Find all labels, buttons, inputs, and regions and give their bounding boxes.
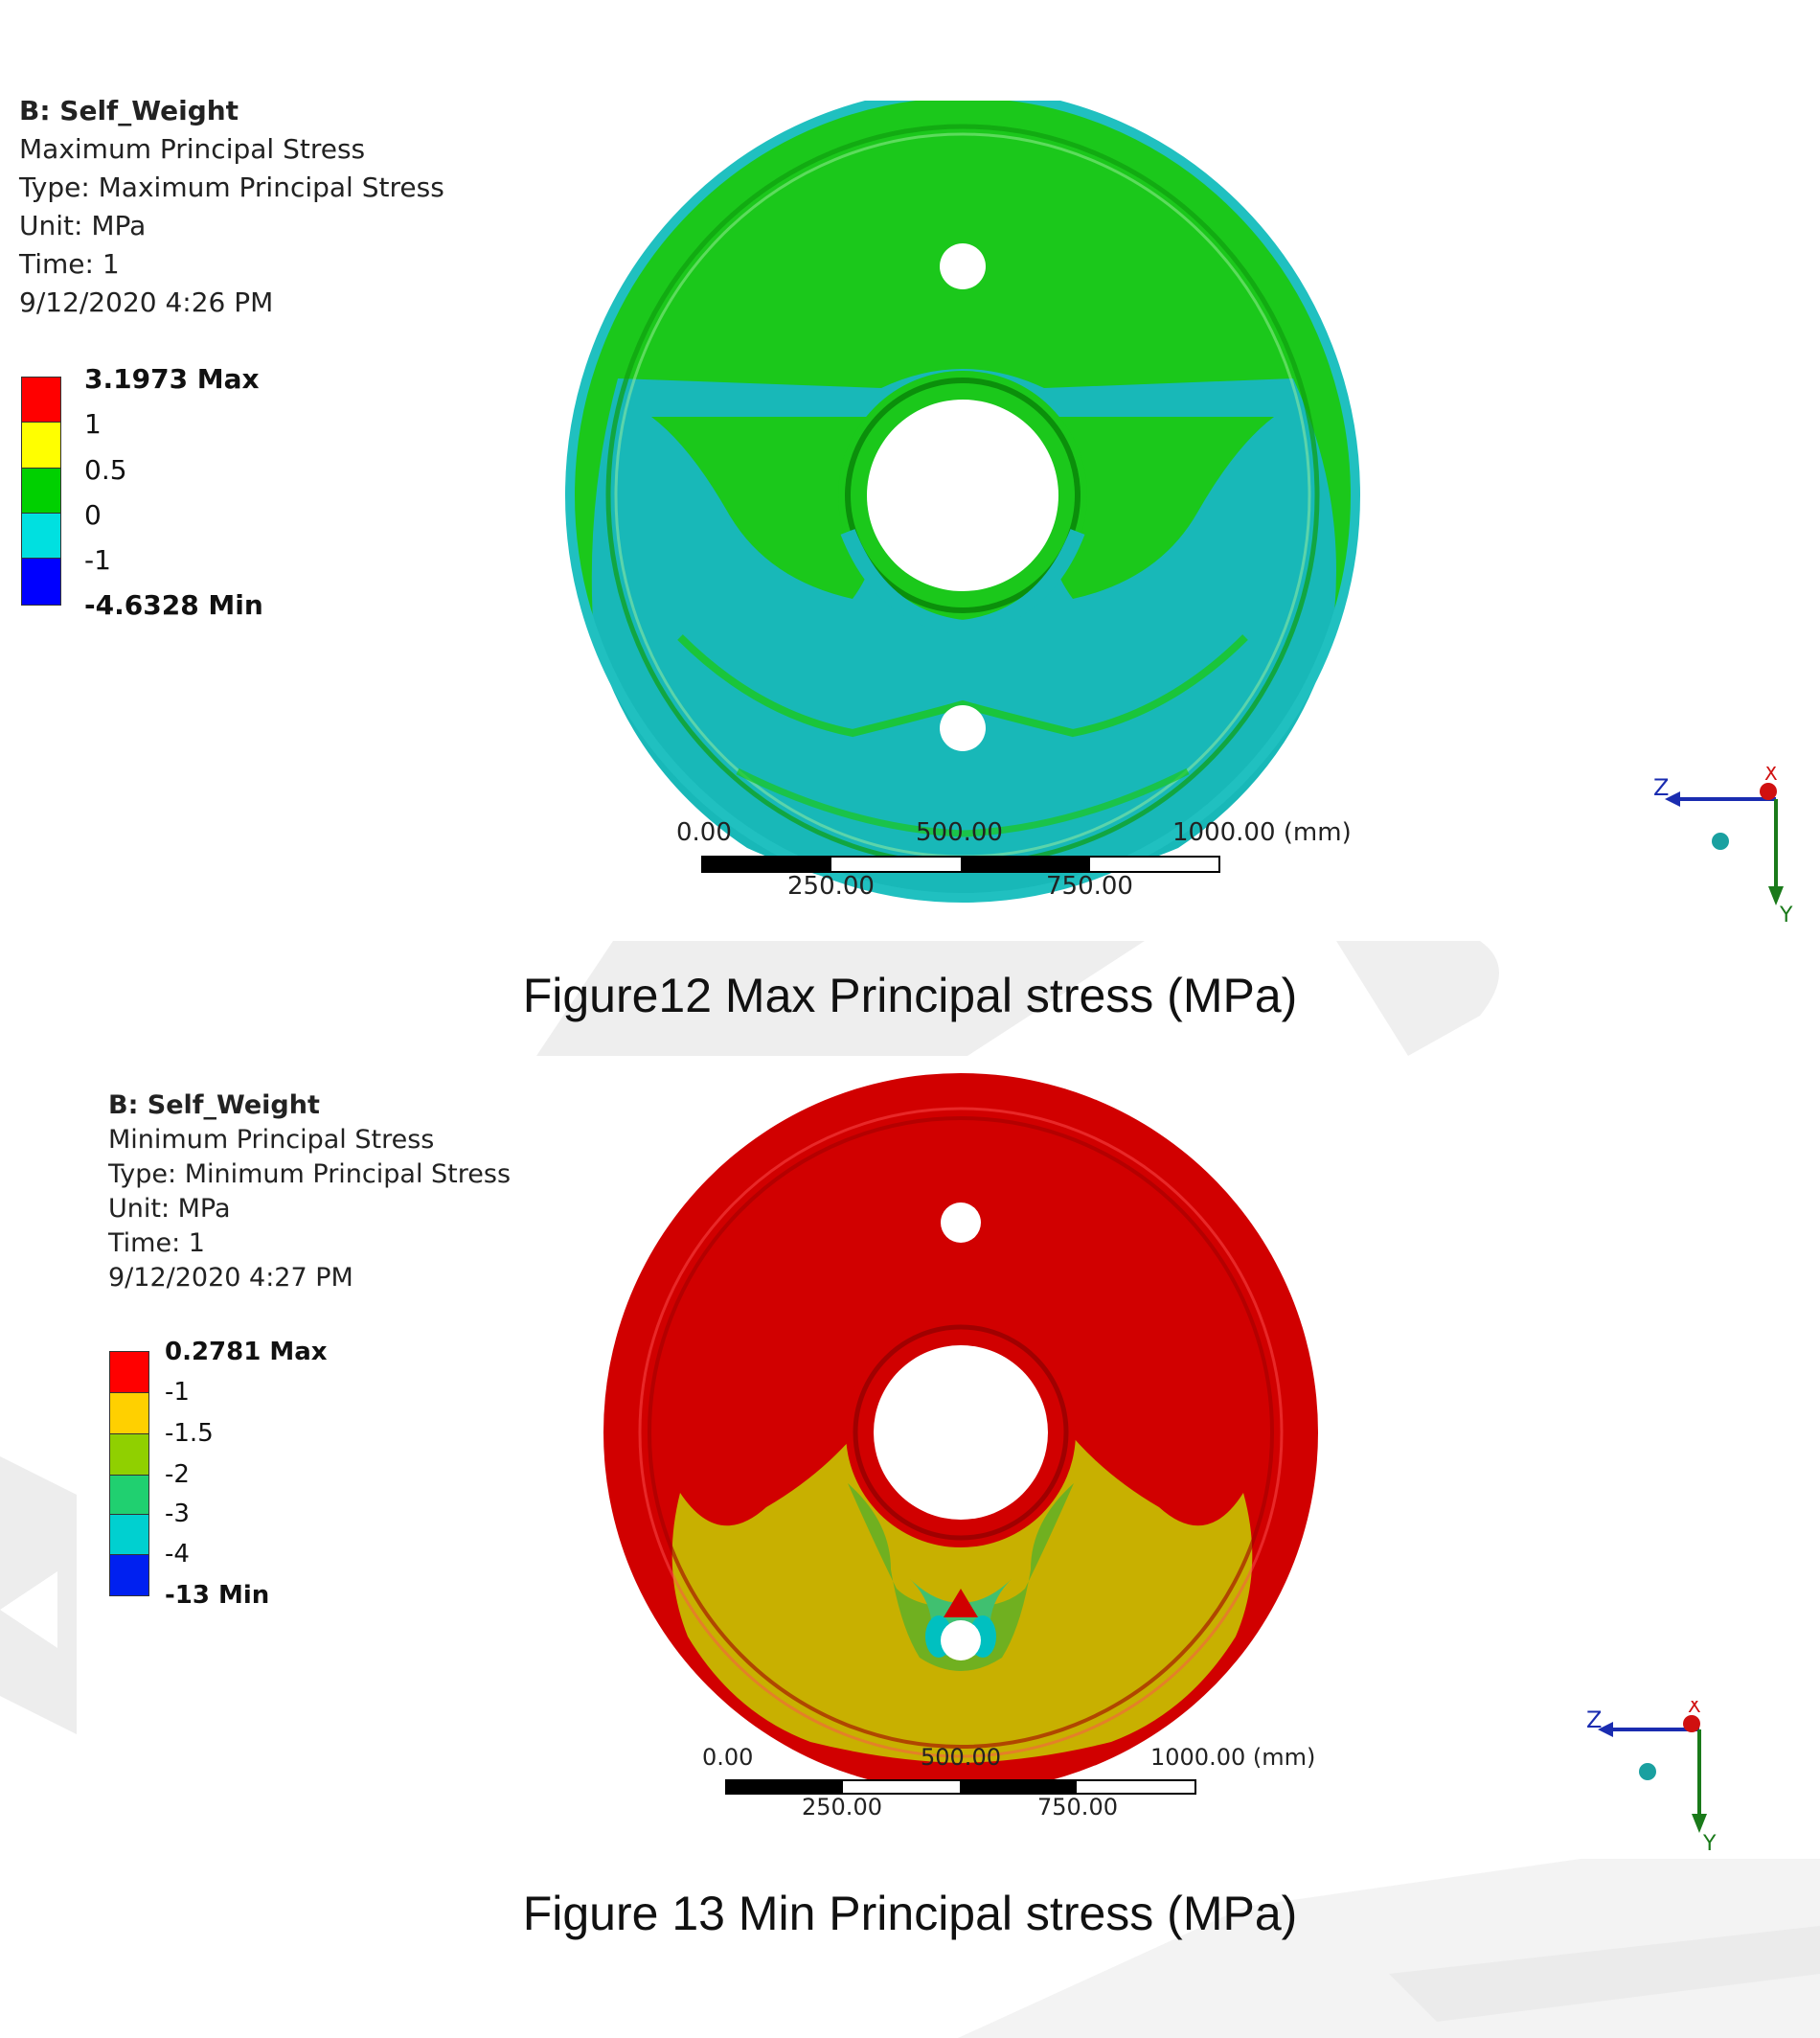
figure12-axis-triad: Z X Y bbox=[1653, 767, 1793, 927]
triad-y-label: Y bbox=[1779, 904, 1793, 927]
figure13-axis-triad: Z X Y bbox=[1586, 1701, 1717, 1856]
scale-bar-graphic bbox=[701, 856, 1220, 873]
figure12-type: Type: Maximum Principal Stress bbox=[19, 172, 444, 203]
legend-label: -13 Min bbox=[165, 1581, 270, 1610]
legend-swatch bbox=[109, 1433, 149, 1476]
legend-swatch bbox=[21, 377, 61, 423]
legend-swatch bbox=[21, 558, 61, 606]
legend-label: 1 bbox=[84, 408, 102, 440]
legend-label: -1 bbox=[84, 544, 111, 576]
scale-label: 500.00 bbox=[921, 1744, 1001, 1771]
figure12-unit: Unit: MPa bbox=[19, 210, 147, 241]
legend-label: 0 bbox=[84, 499, 102, 531]
triad-x-label: X bbox=[1764, 767, 1778, 785]
triad-z-label: Z bbox=[1586, 1706, 1602, 1733]
figure12-caption: Figure12 Max Principal stress (MPa) bbox=[522, 969, 1298, 1022]
figure13-contour-plot bbox=[603, 1073, 1318, 1792]
figure12-header: B: Self_Weight bbox=[19, 95, 239, 126]
legend-swatch bbox=[109, 1392, 149, 1434]
legend-label: 3.1973 Max bbox=[84, 363, 260, 395]
legend-swatch bbox=[21, 422, 61, 469]
figure12-time: Time: 1 bbox=[19, 248, 120, 280]
figure13-unit: Unit: MPa bbox=[108, 1194, 231, 1224]
scale-label: 1000.00 (mm) bbox=[1172, 818, 1352, 847]
scale-label: 1000.00 (mm) bbox=[1150, 1744, 1316, 1771]
figure12-scale-bar: 0.00 500.00 1000.00 (mm) 250.00 750.00 bbox=[676, 814, 1360, 910]
scale-label: 250.00 bbox=[802, 1794, 882, 1820]
legend-label: -4.6328 Min bbox=[84, 589, 263, 621]
scale-label: 500.00 bbox=[916, 818, 1003, 847]
figure12-legend: 3.1973 Max 1 0.5 0 -1 -4.6328 Min bbox=[21, 365, 308, 626]
figure12-contour-plot bbox=[565, 101, 1360, 903]
legend-label: -1 bbox=[165, 1378, 190, 1407]
legend-swatch bbox=[109, 1554, 149, 1596]
figure12-result-name: Maximum Principal Stress bbox=[19, 133, 366, 165]
legend-label: -4 bbox=[165, 1540, 190, 1569]
legend-swatch bbox=[109, 1514, 149, 1555]
scale-label: 750.00 bbox=[1046, 872, 1133, 901]
triad-y-label: Y bbox=[1702, 1832, 1717, 1856]
figure13-legend: 0.2781 Max -1 -1.5 -2 -3 -4 -13 Min bbox=[109, 1338, 397, 1610]
figure13-info-block: B: Self_Weight Minimum Principal Stress … bbox=[108, 1088, 511, 1295]
figure13-type: Type: Minimum Principal Stress bbox=[108, 1159, 512, 1189]
triad-z-label: Z bbox=[1653, 774, 1669, 801]
scale-label: 750.00 bbox=[1037, 1794, 1118, 1820]
legend-label: -1.5 bbox=[165, 1419, 214, 1448]
legend-label: 0.5 bbox=[84, 454, 127, 486]
scale-label: 0.00 bbox=[676, 818, 732, 847]
figure13-result-name: Minimum Principal Stress bbox=[108, 1125, 435, 1155]
legend-swatch bbox=[109, 1351, 149, 1393]
figure12-datetime: 9/12/2020 4:26 PM bbox=[19, 286, 274, 318]
scale-label: 0.00 bbox=[702, 1744, 754, 1771]
scale-bar-graphic bbox=[725, 1779, 1196, 1795]
legend-swatch bbox=[21, 468, 61, 514]
legend-swatch bbox=[21, 513, 61, 559]
scale-label: 250.00 bbox=[787, 872, 875, 901]
figure13-time: Time: 1 bbox=[108, 1228, 205, 1258]
figure13-datetime: 9/12/2020 4:27 PM bbox=[108, 1263, 353, 1293]
figure13-caption: Figure 13 Min Principal stress (MPa) bbox=[522, 1887, 1298, 1940]
legend-label: -3 bbox=[165, 1500, 190, 1528]
triad-x-label: X bbox=[1688, 1701, 1701, 1717]
figure13-scale-bar: 0.00 500.00 1000.00 (mm) 250.00 750.00 bbox=[702, 1744, 1384, 1840]
figure12-info-block: B: Self_Weight Maximum Principal Stress … bbox=[19, 92, 444, 322]
legend-label: 0.2781 Max bbox=[165, 1338, 328, 1366]
legend-label: -2 bbox=[165, 1460, 190, 1489]
figure13-header: B: Self_Weight bbox=[108, 1090, 320, 1120]
legend-swatch bbox=[109, 1475, 149, 1515]
